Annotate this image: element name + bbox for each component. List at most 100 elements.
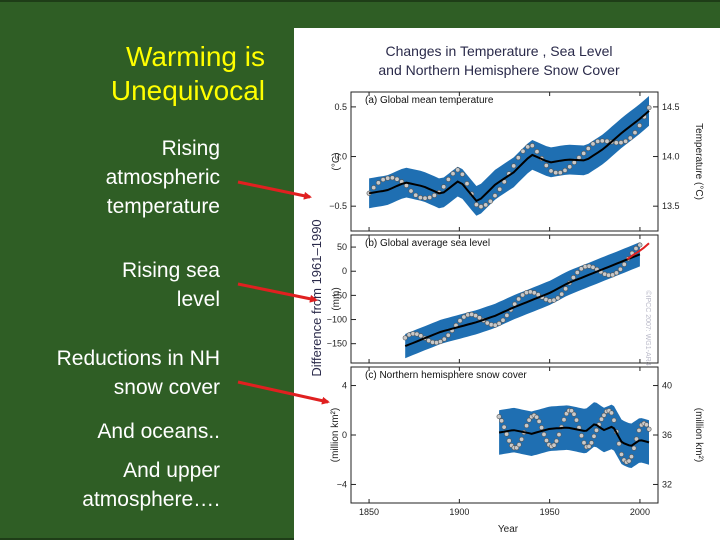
data-point — [504, 431, 510, 437]
y-tick-label: −150 — [327, 339, 347, 349]
y-tick-right-label: 32 — [662, 479, 672, 489]
y-tick-right-label: 14.0 — [662, 152, 680, 162]
panel-frame — [350, 234, 659, 364]
data-point — [568, 408, 574, 414]
y-tick-label: −0.5 — [329, 201, 347, 211]
data-point — [590, 264, 596, 270]
chart-title-line-1: Changes in Temperature , Sea Level — [386, 43, 613, 59]
data-point — [402, 335, 408, 341]
data-point — [473, 313, 479, 319]
panel-frame — [350, 91, 659, 232]
x-tick-label: 1900 — [449, 507, 469, 517]
data-point — [588, 440, 594, 446]
data-point — [459, 171, 465, 177]
data-point — [473, 202, 479, 208]
y-tick-label: 0.0 — [334, 152, 347, 162]
data-point — [422, 195, 428, 201]
data-point — [613, 270, 619, 276]
y-axis-label-right: (million km²) — [693, 408, 704, 462]
data-point — [520, 148, 526, 154]
data-point — [581, 440, 587, 446]
data-point — [445, 332, 451, 338]
y-tick-label: 0 — [342, 430, 347, 440]
data-point — [541, 431, 547, 437]
data-point — [623, 138, 629, 144]
data-point — [595, 138, 601, 144]
x-axis-label: Year — [498, 524, 519, 535]
bullet-line: Rising — [161, 137, 220, 160]
data-point — [534, 414, 540, 420]
data-point — [616, 441, 622, 447]
x-tick-label: 2000 — [630, 507, 650, 517]
y-tick-label: −50 — [332, 290, 347, 300]
data-point — [496, 320, 502, 326]
series-line — [368, 110, 650, 203]
data-point — [483, 202, 489, 208]
data-point — [627, 135, 633, 141]
data-point — [593, 427, 599, 433]
data-point — [427, 195, 433, 201]
data-point — [610, 272, 616, 278]
title-line-1: Warming is — [126, 41, 265, 72]
y-tick-label: 0 — [342, 266, 347, 276]
bullet-line: temperature — [106, 195, 220, 218]
data-point — [515, 155, 521, 161]
data-point — [497, 186, 503, 192]
copyright-notice: ©IPCC 2007: WG1-AR4 — [644, 290, 652, 365]
data-point — [562, 167, 568, 173]
bullet-line: atmosphere…. — [82, 488, 220, 511]
data-point — [548, 168, 554, 174]
top-rule — [0, 0, 720, 2]
chart-svg: Changes in Temperature , Sea Level and N… — [309, 43, 704, 535]
y-axis-label-right: Temperature (°C) — [693, 123, 704, 200]
data-point — [520, 292, 526, 298]
data-point — [496, 414, 502, 420]
data-point — [555, 295, 561, 301]
panel-title: (a) Global mean temperature — [365, 95, 494, 106]
data-point — [516, 296, 522, 302]
data-point — [626, 458, 632, 464]
chart-title-line-2: and Northern Hemisphere Snow Cover — [378, 62, 620, 78]
data-point — [516, 442, 522, 448]
data-point — [544, 437, 550, 443]
data-point — [536, 418, 542, 424]
data-point — [389, 175, 395, 181]
y-tick-right-label: 13.5 — [662, 201, 680, 211]
data-point — [500, 317, 506, 323]
data-point — [608, 410, 614, 416]
data-point — [551, 297, 557, 303]
data-point — [524, 423, 530, 429]
y-tick-label: −100 — [327, 315, 347, 325]
panel-temperature: (a) Global mean temperature −0.5 0.0 0.5 13.… — [329, 91, 704, 232]
data-point — [559, 291, 565, 297]
data-point — [531, 290, 537, 296]
data-point — [413, 192, 419, 198]
data-point — [551, 442, 557, 448]
data-point — [504, 312, 510, 318]
bullet-line: Rising sea — [121, 259, 220, 282]
data-point — [457, 318, 463, 324]
data-point — [525, 144, 531, 150]
data-point — [590, 141, 596, 147]
data-point — [578, 433, 584, 439]
x-tick-label: 1850 — [359, 507, 379, 517]
data-point — [633, 246, 639, 252]
data-point — [441, 336, 447, 342]
data-point — [492, 193, 498, 199]
y-tick-label: 4 — [342, 381, 347, 391]
data-point — [574, 270, 580, 276]
y-tick-label: 0.5 — [334, 102, 347, 112]
data-point — [371, 185, 377, 191]
y-tick-right-label: 14.5 — [662, 102, 680, 112]
data-point — [408, 188, 414, 194]
data-point — [598, 416, 604, 422]
data-point — [618, 140, 624, 146]
chart-panels: (a) Global mean temperature −0.5 0.0 0.5 13.… — [327, 91, 704, 517]
data-point — [455, 167, 461, 173]
data-point — [461, 314, 467, 320]
bullet-line: Reductions in NH — [56, 347, 220, 370]
panel-snow-cover: (c) Northern hemisphere snow cover40−440… — [330, 366, 704, 517]
bullet-sea-level: Rising sea level — [122, 256, 220, 314]
uncertainty-band — [369, 96, 649, 216]
data-point — [506, 438, 512, 444]
